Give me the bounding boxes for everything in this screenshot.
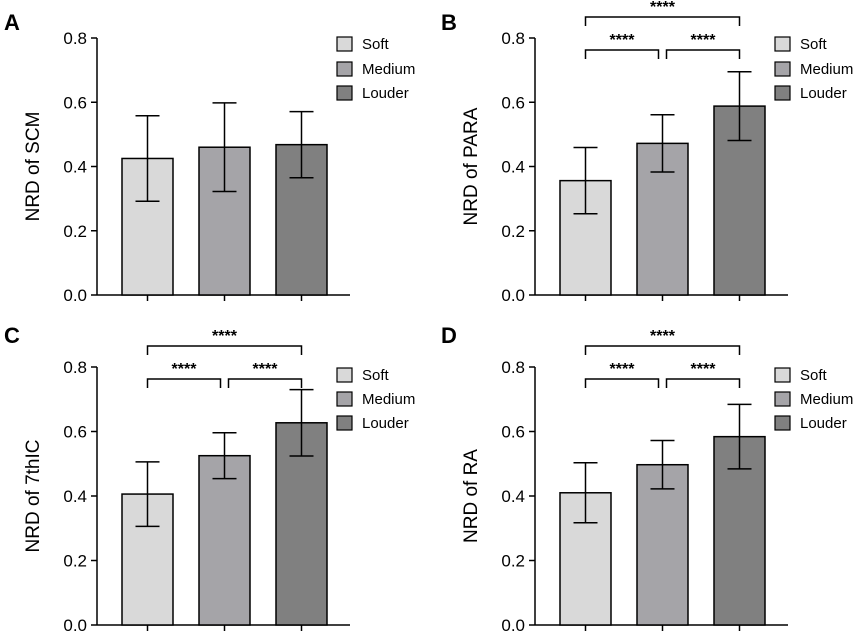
significance-bracket	[584, 49, 660, 59]
y-tick-label: 0.4	[501, 487, 525, 506]
y-tick-label: 0.4	[63, 487, 87, 506]
legend-label-medium: Medium	[362, 61, 415, 78]
panel-letter: A	[4, 10, 20, 35]
legend-swatch-louder	[774, 415, 791, 431]
significance-label: ****	[610, 361, 636, 378]
y-tick-label: 0.6	[501, 423, 525, 442]
legend-swatch-soft	[774, 36, 791, 52]
y-tick-label: 0.2	[63, 552, 87, 571]
significance-label: ****	[172, 361, 198, 378]
legend-label-medium: Medium	[800, 391, 853, 408]
panel-b: B NRD of PARA 0.0 0.2 0.4 0.6 0.8 **** **** **** S…	[441, 0, 853, 305]
significance-bracket	[584, 16, 741, 26]
y-tick-label: 0.2	[501, 222, 525, 241]
significance-bracket	[146, 378, 222, 388]
significance-label: ****	[610, 32, 636, 49]
y-tick-label: 0.2	[501, 552, 525, 571]
legend-label-louder: Louder	[800, 415, 847, 432]
legend-swatch-medium	[336, 391, 353, 407]
significance-label: ****	[650, 328, 676, 345]
legend-swatch-louder	[336, 85, 353, 101]
y-tick-label: 0.4	[63, 158, 87, 177]
significance-label: ****	[691, 32, 717, 49]
legend-swatch-soft	[336, 367, 353, 383]
y-tick-label: 0.8	[501, 358, 525, 377]
y-tick-label: 0.4	[501, 158, 525, 177]
legend-label-medium: Medium	[362, 391, 415, 408]
legend-swatch-medium	[774, 61, 791, 77]
significance-bracket	[146, 345, 303, 355]
panel-letter: B	[441, 10, 457, 35]
significance-bracket	[584, 345, 741, 355]
y-tick-label: 0.0	[501, 616, 525, 634]
y-tick-label: 0.6	[501, 93, 525, 112]
legend-swatch-medium	[336, 61, 353, 77]
y-axis-label: NRD of PARA	[461, 107, 482, 225]
legend-label-soft: Soft	[362, 36, 390, 53]
significance-label: ****	[650, 0, 676, 16]
significance-bracket	[665, 378, 741, 388]
legend-label-louder: Louder	[362, 85, 409, 102]
y-tick-label: 0.2	[63, 222, 87, 241]
significance-bracket	[584, 378, 660, 388]
bar-medium	[198, 454, 251, 626]
y-tick-label: 0.0	[501, 286, 525, 305]
panel-a: A NRD of SCM 0.0 0.2 0.4 0.6 0.8 Soft Medium Loud…	[4, 10, 415, 305]
legend-label-soft: Soft	[800, 36, 828, 53]
legend-label-louder: Louder	[362, 415, 409, 432]
y-axis-label: NRD of 7thIC	[23, 440, 44, 553]
legend-swatch-louder	[774, 85, 791, 101]
y-tick-label: 0.6	[63, 423, 87, 442]
y-axis-label: NRD of SCM	[23, 112, 44, 222]
legend-label-soft: Soft	[362, 367, 390, 384]
significance-bracket	[665, 49, 741, 59]
panel-letter: D	[441, 323, 457, 348]
legend-label-medium: Medium	[800, 61, 853, 78]
y-tick-label: 0.8	[63, 29, 87, 48]
significance-label: ****	[253, 361, 279, 378]
y-tick-label: 0.8	[501, 29, 525, 48]
y-tick-label: 0.6	[63, 93, 87, 112]
y-tick-label: 0.0	[63, 616, 87, 634]
legend-swatch-soft	[774, 367, 791, 383]
y-axis-label: NRD of RA	[461, 449, 482, 543]
significance-label: ****	[212, 328, 238, 345]
y-tick-label: 0.0	[63, 286, 87, 305]
legend-swatch-soft	[336, 36, 353, 52]
significance-bracket	[227, 378, 303, 388]
significance-label: ****	[691, 361, 717, 378]
y-tick-label: 0.8	[63, 358, 87, 377]
legend-swatch-louder	[336, 415, 353, 431]
legend-label-soft: Soft	[800, 367, 828, 384]
legend-swatch-medium	[774, 391, 791, 407]
legend-label-louder: Louder	[800, 85, 847, 102]
panel-c: C NRD of 7thIC 0.0 0.2 0.4 0.6 0.8 **** **** ****…	[4, 323, 415, 634]
panel-letter: C	[4, 323, 20, 348]
panel-d: D NRD of RA 0.0 0.2 0.4 0.6 0.8 **** **** **** Sof…	[441, 323, 853, 634]
